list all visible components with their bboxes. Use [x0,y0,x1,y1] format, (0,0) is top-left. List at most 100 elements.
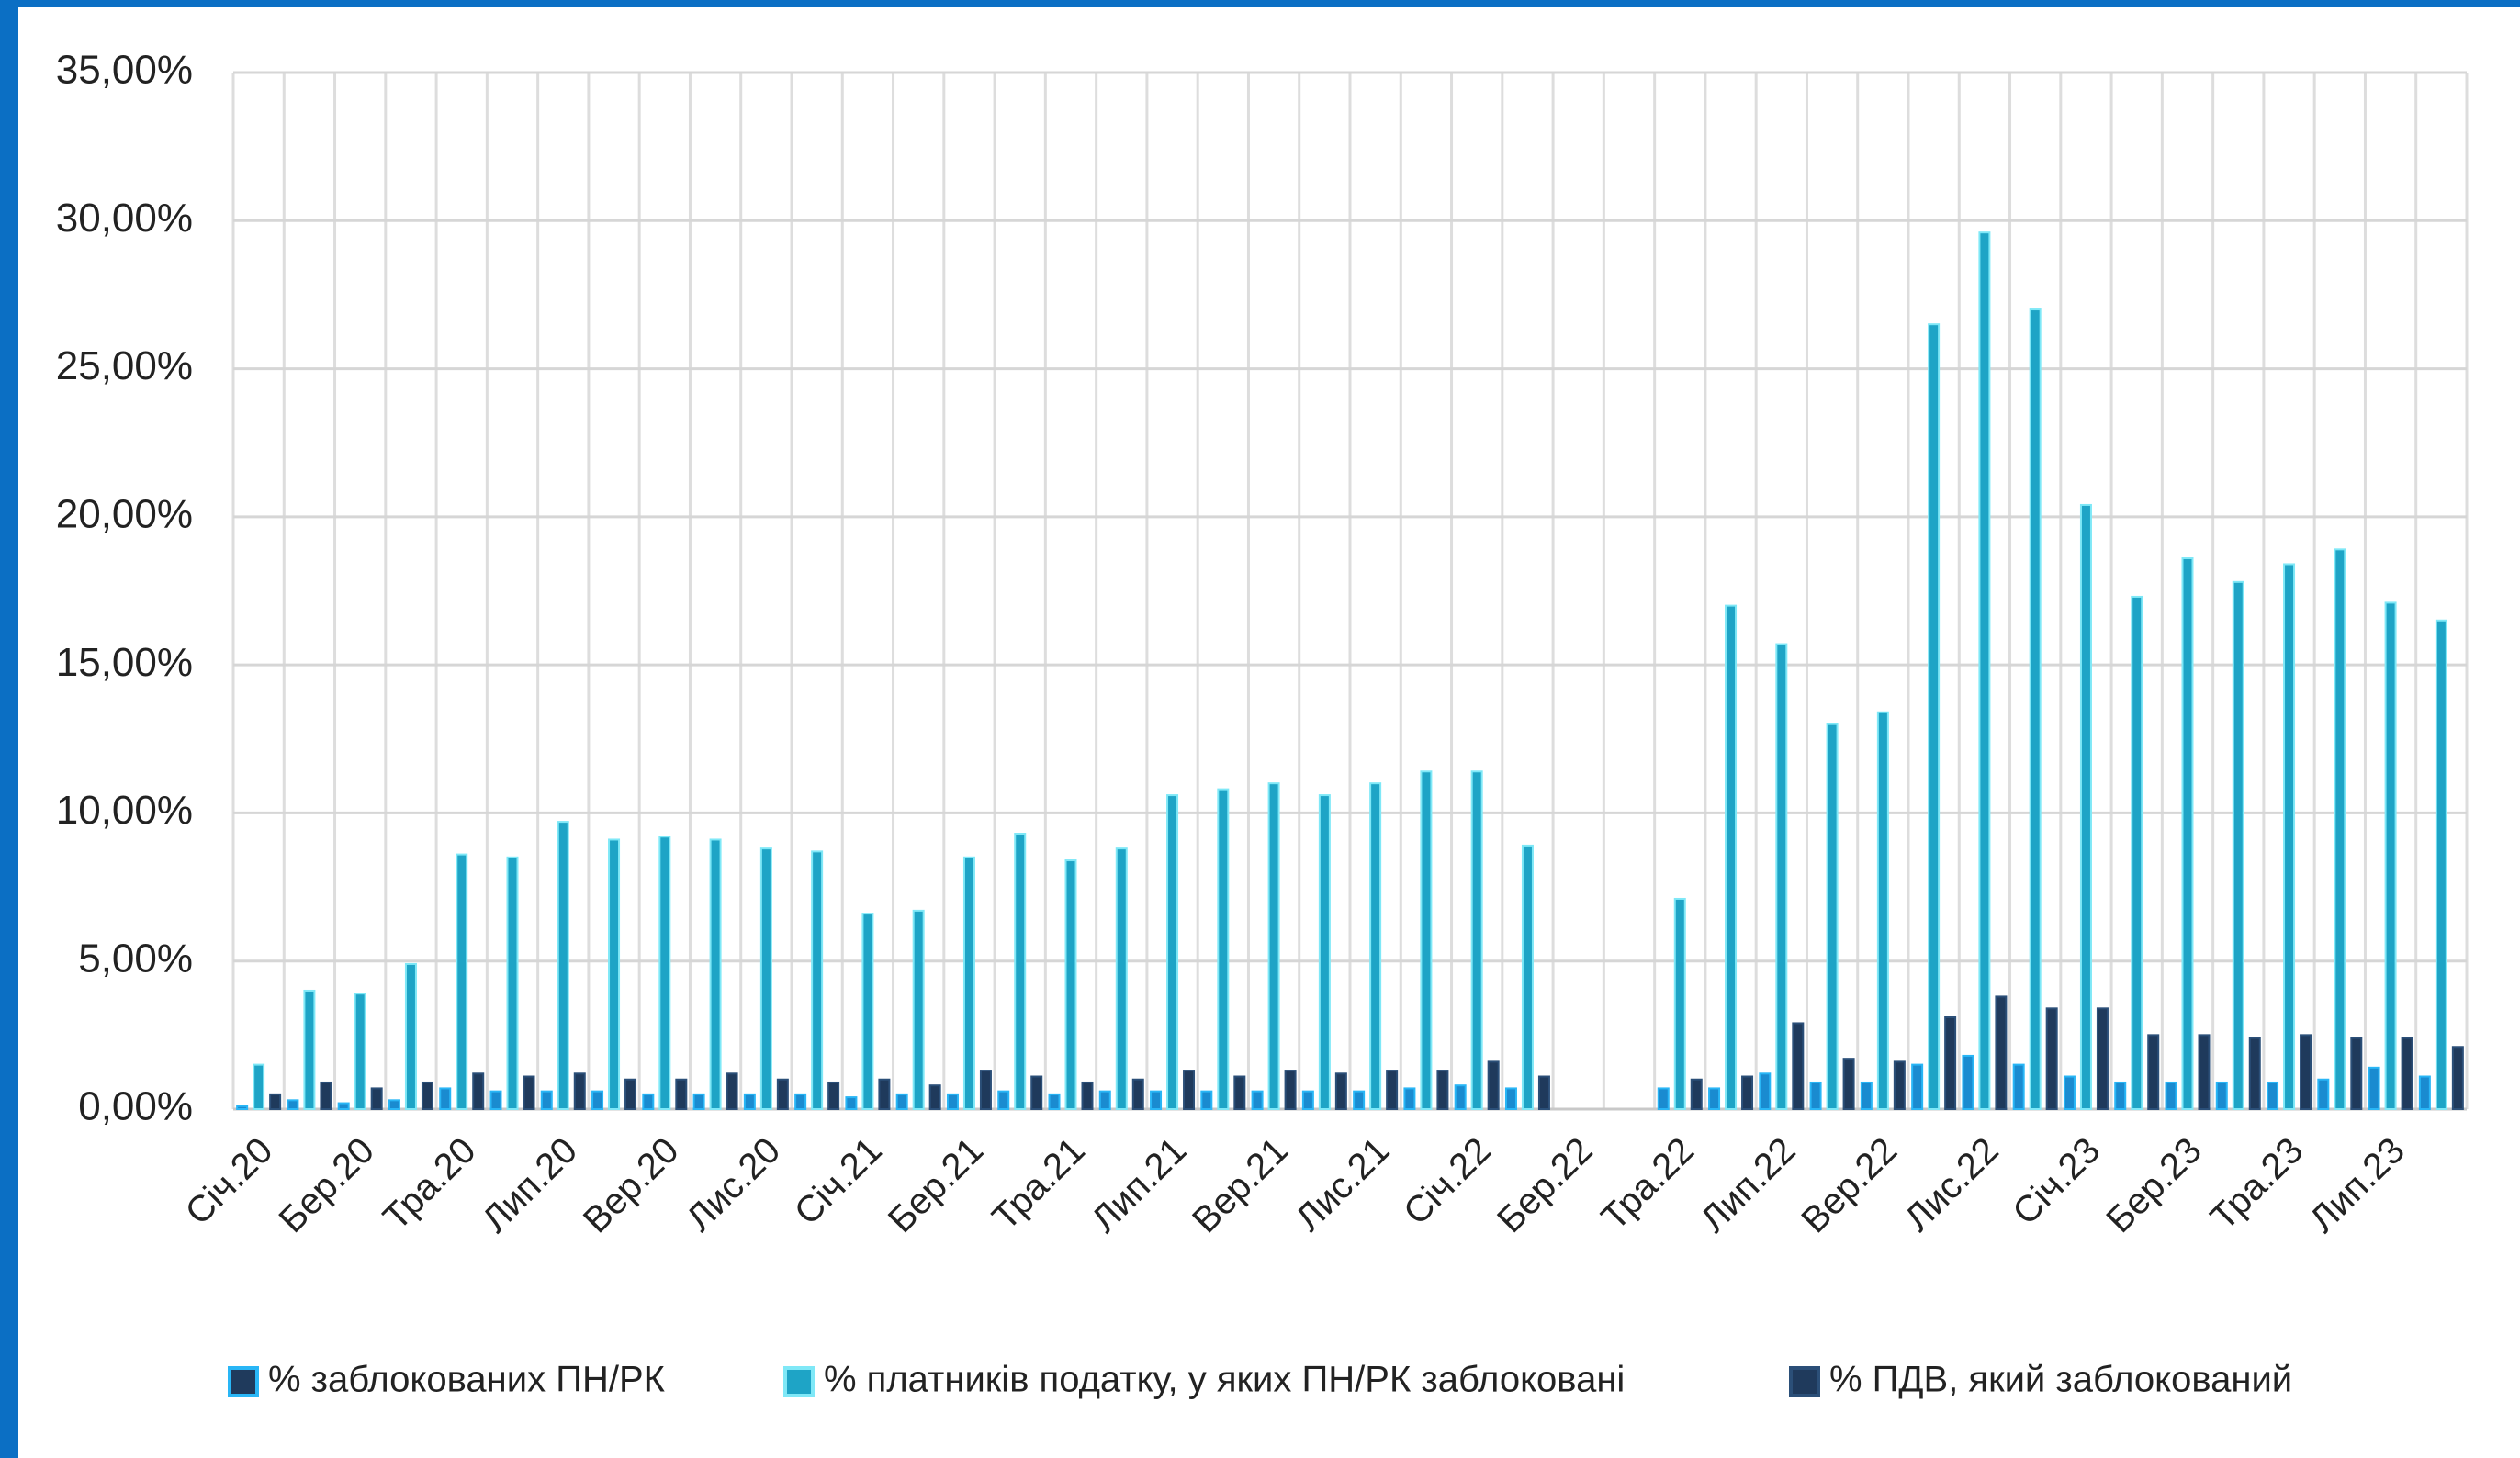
bar [354,993,366,1110]
bar [2401,1037,2413,1111]
bar [1369,782,1382,1111]
y-tick-label: 10,00% [56,788,193,833]
y-tick-label: 35,00% [56,48,193,93]
bar [370,1087,383,1111]
bar [1876,711,1889,1110]
legend-swatch [783,1366,815,1397]
bar [962,856,975,1110]
bar [2198,1034,2211,1111]
bar [1318,794,1331,1110]
bar [1657,1087,1670,1111]
bar [1673,897,1686,1111]
bar [794,1093,807,1111]
bar [540,1090,553,1111]
bar [845,1096,858,1111]
bar [2215,1081,2228,1111]
bar [1217,788,1230,1110]
bar [489,1090,502,1111]
bar [1944,1016,1957,1110]
bar [608,838,621,1111]
bar [1386,1070,1399,1110]
legend-swatch [228,1366,259,1397]
bar [1860,1081,1873,1111]
bar [1436,1070,1449,1110]
legend-label: % платників податку, у яких ПН/РК заблок… [824,1360,1625,1400]
bar [2232,580,2244,1110]
bar [1741,1075,1754,1110]
bar [1487,1060,1500,1110]
bar [827,1081,840,1111]
bar [759,847,772,1110]
bar [1183,1070,1196,1110]
bar [1775,643,1788,1110]
bar [1048,1093,1061,1111]
bar [2147,1034,2160,1111]
bar [2029,308,2042,1110]
bar [388,1099,400,1111]
bar [2435,619,2447,1110]
bar [1759,1072,1772,1110]
bar [726,1072,738,1110]
bar [1690,1078,1703,1110]
bar [2012,1063,2025,1110]
bar [997,1090,1010,1111]
y-tick-label: 30,00% [56,196,193,241]
bar [861,913,874,1110]
bar [946,1093,959,1111]
bar [642,1093,655,1111]
bar [1537,1075,1550,1110]
legend-label: % заблокованих ПН/РК [268,1360,666,1400]
bar [1504,1087,1517,1111]
bar [303,989,316,1110]
bar [269,1093,282,1111]
bar [979,1070,992,1110]
bar [2300,1034,2312,1111]
bar [1420,770,1433,1110]
bar [1978,231,1991,1110]
bar [1301,1090,1314,1111]
bar [573,1072,586,1110]
y-tick-label: 5,00% [78,936,193,981]
bar [1166,794,1179,1110]
bar [1521,844,1534,1110]
bar [236,1105,249,1111]
bar [1233,1075,1246,1110]
y-tick-label: 25,00% [56,343,193,388]
bar [2451,1046,2464,1111]
bar [1064,859,1077,1110]
frame-top [0,0,2520,7]
bar [2418,1075,2431,1110]
bar [591,1090,604,1111]
bar [1014,833,1027,1110]
legend-swatch [1789,1366,1820,1397]
bar [1911,1063,1924,1110]
bar [472,1072,485,1110]
bar [1470,770,1483,1110]
bar [2334,548,2346,1110]
bar [811,850,824,1110]
bar [2096,1007,2109,1110]
bar [2131,595,2143,1110]
bar [2384,601,2397,1110]
bar [1842,1058,1855,1110]
bar [2267,1081,2279,1111]
bar [253,1063,265,1110]
bar [928,1084,941,1111]
bar [320,1081,332,1111]
bar [1098,1090,1111,1111]
bar [337,1102,350,1111]
bar [523,1075,535,1110]
bar [404,962,417,1110]
bar [1251,1090,1264,1111]
bar [1030,1075,1043,1110]
frame-left [0,0,18,1458]
bar [2283,563,2296,1110]
bar [1995,995,2008,1110]
bar [1893,1060,1906,1110]
bar [1115,847,1128,1110]
bar [287,1099,299,1111]
bar [1081,1081,1094,1111]
bar [2350,1037,2363,1111]
y-tick-label: 20,00% [56,491,193,536]
